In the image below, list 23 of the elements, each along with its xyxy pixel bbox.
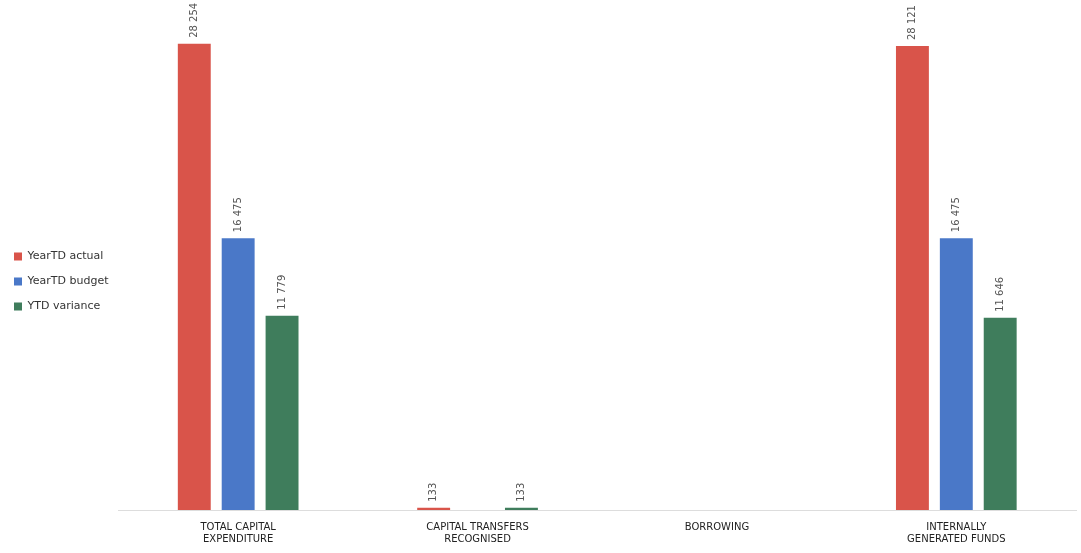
- legend-label: YearTD budget: [26, 274, 110, 288]
- x-tick-label: CAPITAL TRANSFERS RECOGNISED: [426, 520, 529, 544]
- legend-label: YearTD actual: [26, 249, 104, 263]
- bar: [177, 43, 211, 510]
- x-tick-label: TOTAL CAPITAL EXPENDITURE: [199, 520, 277, 544]
- data-label: 133: [515, 482, 527, 502]
- data-label: 28 254: [187, 2, 199, 38]
- bar: [895, 46, 929, 510]
- legend-label: YTD variance: [26, 299, 101, 313]
- data-label: 11 646: [993, 276, 1005, 312]
- data-label: 28 121: [906, 5, 918, 40]
- bar: [265, 315, 299, 510]
- x-tick-label: INTERNALLY GENERATED FUNDS: [907, 520, 1006, 544]
- bar: [983, 317, 1017, 510]
- data-label: 11 779: [275, 274, 287, 310]
- data-label: 16 475: [231, 197, 243, 233]
- bar: [417, 507, 451, 510]
- bar: [504, 507, 538, 510]
- data-label: 16 475: [949, 197, 961, 233]
- bar: [939, 238, 973, 510]
- x-tick-label: BORROWING: [684, 520, 750, 532]
- bar: [221, 238, 255, 510]
- data-label: 133: [427, 482, 439, 502]
